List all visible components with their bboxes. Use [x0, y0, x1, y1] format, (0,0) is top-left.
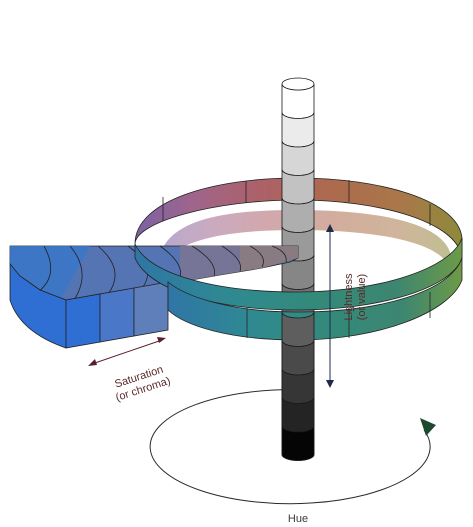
lightness-arrow — [326, 224, 334, 388]
wedge-top-overlay — [240, 246, 298, 271]
wedge-contour — [191, 245, 215, 277]
lightness-column-front — [281, 311, 315, 461]
hue-ring-back-inner-band — [160, 210, 450, 268]
hue-ring-front — [134, 237, 463, 341]
hue-ring-front-lower-band — [167, 257, 463, 341]
wedge-contour — [249, 245, 264, 268]
lightness-arrowhead-down-icon — [326, 380, 334, 388]
wedge-contour — [37, 245, 52, 293]
wedge-contour — [97, 245, 116, 295]
wedge-curved-face — [9, 262, 67, 349]
hue-circle-path — [149, 389, 431, 505]
lightness-step-12 — [281, 425, 315, 461]
wedge-front-face — [65, 293, 101, 349]
saturation-label-group: Saturation (or chroma) — [113, 364, 172, 404]
wedge-front-face — [99, 287, 135, 343]
lightness-label-line2: (or value) — [356, 274, 368, 320]
hue-label: Hue — [288, 513, 308, 525]
wedge-front-face — [133, 281, 169, 337]
saturation-arrowhead-right-icon — [157, 337, 166, 343]
lightness-label-group: Lightness (or value) — [343, 273, 368, 321]
saturation-arrowhead-left-icon — [88, 359, 97, 366]
wedge-contour — [271, 245, 287, 263]
lightness-column-top-cap — [281, 77, 315, 91]
lightness-label-line1: Lightness — [343, 273, 355, 321]
saturation-arrow — [88, 337, 166, 366]
wedge-contour — [221, 245, 241, 272]
hue-arrowhead-icon — [420, 418, 436, 436]
lightness-arrowhead-up-icon — [326, 224, 334, 232]
wedge-contour — [69, 245, 83, 301]
